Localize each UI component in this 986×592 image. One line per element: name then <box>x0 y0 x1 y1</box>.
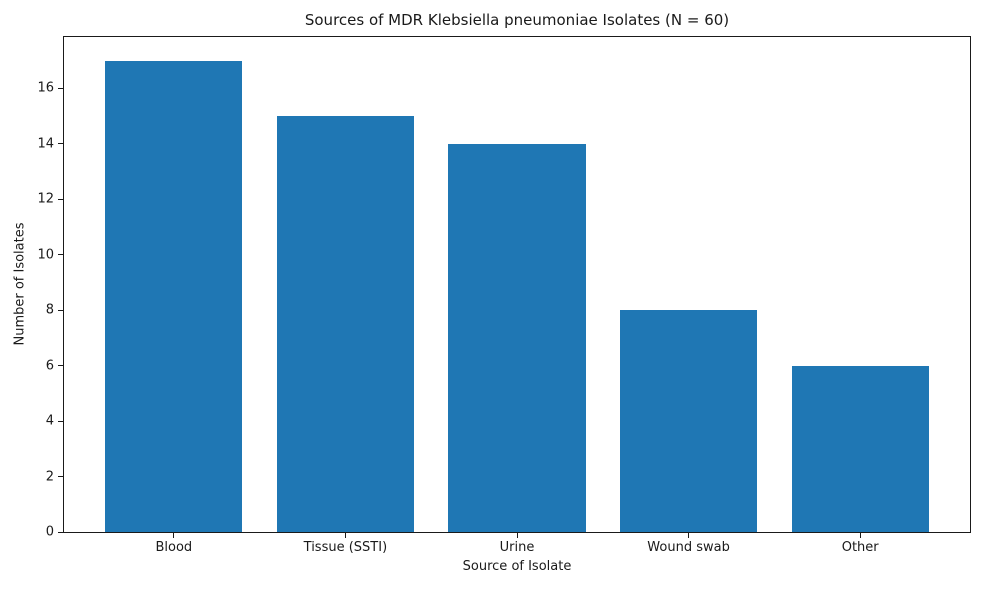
y-tick-mark <box>58 365 64 367</box>
x-tick-mark <box>173 532 175 538</box>
bar <box>791 365 929 532</box>
y-tick-label: 14 <box>37 136 54 152</box>
y-tick-mark <box>58 420 64 422</box>
y-tick-mark <box>58 87 64 89</box>
y-tick-label: 2 <box>45 469 54 485</box>
y-tick-label: 4 <box>45 413 54 429</box>
y-tick-label: 12 <box>37 191 54 207</box>
y-tick-mark <box>58 309 64 311</box>
x-tick-label: Wound swab <box>647 540 730 555</box>
x-tick-mark <box>516 532 518 538</box>
y-tick-label: 0 <box>45 524 54 540</box>
x-tick-mark <box>688 532 690 538</box>
y-tick-label: 8 <box>45 302 54 318</box>
y-tick-mark <box>58 476 64 478</box>
x-tick-label: Tissue (SSTI) <box>303 540 388 555</box>
x-tick-mark <box>859 532 861 538</box>
y-axis-label: Number of Isolates <box>12 222 28 346</box>
bar <box>619 310 758 532</box>
y-tick-mark <box>58 198 64 200</box>
plot-area: 0 2 4 6 8 10 12 14 16 Blood Tissue (SSTI) Urine Woun… <box>37 36 971 555</box>
bar <box>276 116 415 532</box>
y-tick-label: 10 <box>37 247 54 263</box>
x-axis-label: Source of Isolate <box>462 559 572 574</box>
y-tick-label: 6 <box>45 358 54 374</box>
y-tick-mark <box>58 254 64 256</box>
y-tick-mark <box>58 143 64 145</box>
x-tick-label: Blood <box>155 540 193 555</box>
bar <box>448 143 586 532</box>
chart-title: Sources of MDR Klebsiella pneumoniae Iso… <box>304 11 730 29</box>
x-tick-label: Other <box>841 540 879 555</box>
x-tick-mark <box>344 532 346 538</box>
x-tick-label: Urine <box>499 540 535 555</box>
bar <box>105 60 243 532</box>
y-tick-label: 16 <box>37 80 54 96</box>
y-tick-mark <box>58 531 64 533</box>
